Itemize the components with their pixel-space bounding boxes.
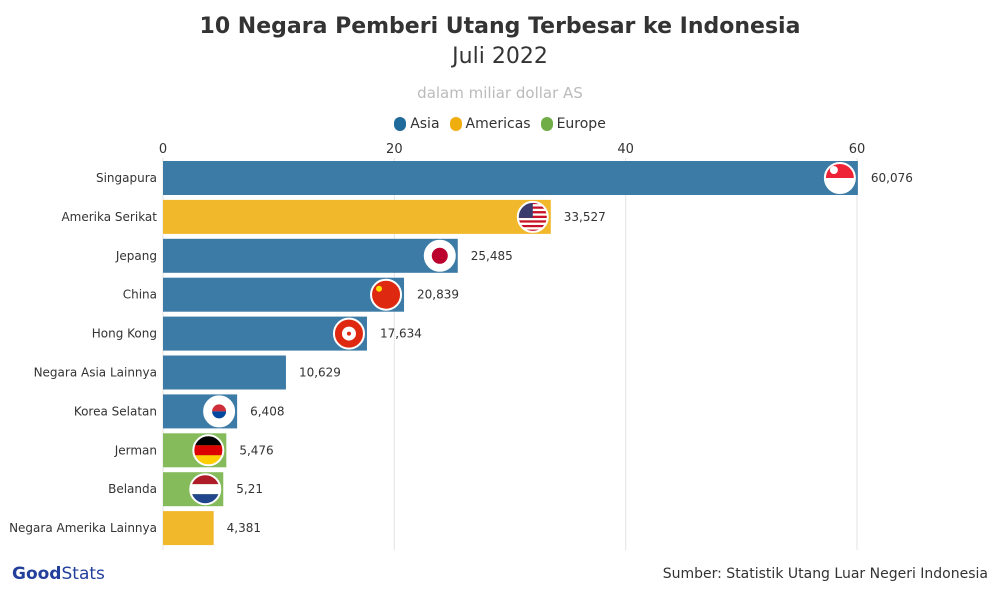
bar[interactable] bbox=[163, 355, 286, 390]
source-note: Sumber: Statistik Utang Luar Negeri Indo… bbox=[662, 566, 988, 582]
category-label: China bbox=[123, 288, 157, 302]
legend-asia: Asia bbox=[394, 116, 440, 132]
chart-subtitle: Juli 2022 bbox=[452, 44, 548, 69]
netherlands-flag-icon bbox=[190, 474, 221, 505]
bar-row: Jerman 5,476 bbox=[114, 433, 274, 468]
germany-flag-icon bbox=[193, 435, 224, 466]
bar[interactable] bbox=[163, 277, 405, 312]
legend-swatch bbox=[394, 117, 407, 131]
legend-label: Asia bbox=[410, 116, 440, 132]
value-label: 60,076 bbox=[871, 171, 913, 185]
legend-label: Americas bbox=[465, 116, 531, 132]
chart-title: 10 Negara Pemberi Utang Terbesar ke Indo… bbox=[199, 14, 801, 39]
bar-row: Belanda 5,21 bbox=[108, 472, 263, 507]
legend: Asia Americas Europe bbox=[0, 116, 1000, 132]
legend-swatch bbox=[540, 117, 553, 131]
value-label: 17,634 bbox=[380, 327, 422, 341]
category-label: Belanda bbox=[108, 482, 157, 496]
value-label: 33,527 bbox=[564, 210, 606, 224]
value-label: 4,381 bbox=[227, 521, 261, 535]
bar-row: Korea Selatan 6,408 bbox=[74, 394, 284, 429]
bar-row: Amerika Serikat 33,527 bbox=[61, 199, 606, 234]
value-label: 6,408 bbox=[250, 404, 284, 418]
value-label: 5,21 bbox=[236, 482, 263, 496]
category-label: Jepang bbox=[115, 249, 157, 263]
value-label: 5,476 bbox=[239, 443, 273, 457]
bar-row: Hong Kong 17,634 bbox=[92, 316, 422, 351]
legend-americas: Americas bbox=[449, 116, 531, 132]
bar[interactable] bbox=[163, 511, 214, 546]
bar[interactable] bbox=[163, 238, 458, 273]
category-label: Negara Amerika Lainnya bbox=[9, 521, 157, 535]
bar-row: Negara Amerika Lainnya 4,381 bbox=[9, 511, 261, 546]
bar[interactable] bbox=[163, 161, 858, 195]
x-tick-label: 60 bbox=[849, 142, 866, 157]
category-label: Singapura bbox=[96, 171, 157, 185]
usa-flag-icon bbox=[517, 201, 548, 232]
bar-row: Singapura 60,076 bbox=[96, 161, 913, 195]
singapore-flag-icon bbox=[824, 163, 855, 193]
goodstats-logo: GoodStats bbox=[12, 564, 105, 584]
value-label: 10,629 bbox=[299, 366, 341, 380]
bar-row: China 20,839 bbox=[123, 277, 459, 312]
category-label: Hong Kong bbox=[92, 327, 157, 341]
category-label: Jerman bbox=[114, 443, 157, 457]
bar-row: Jepang 25,485 bbox=[115, 238, 513, 273]
legend-label: Europe bbox=[556, 116, 606, 132]
legend-europe: Europe bbox=[540, 116, 606, 132]
category-label: Negara Asia Lainnya bbox=[34, 366, 157, 380]
value-label: 20,839 bbox=[417, 288, 459, 302]
category-label: Korea Selatan bbox=[74, 404, 157, 418]
x-tick-label: 40 bbox=[617, 142, 634, 157]
category-label: Amerika Serikat bbox=[61, 210, 157, 224]
legend-swatch bbox=[449, 117, 462, 131]
x-tick-label: 20 bbox=[386, 142, 403, 157]
value-label: 25,485 bbox=[471, 249, 513, 263]
x-tick-label: 0 bbox=[159, 142, 167, 157]
unit-label: dalam miliar dollar AS bbox=[417, 84, 583, 102]
bar[interactable] bbox=[163, 199, 551, 234]
bar-row: Negara Asia Lainnya 10,629 bbox=[34, 355, 341, 390]
